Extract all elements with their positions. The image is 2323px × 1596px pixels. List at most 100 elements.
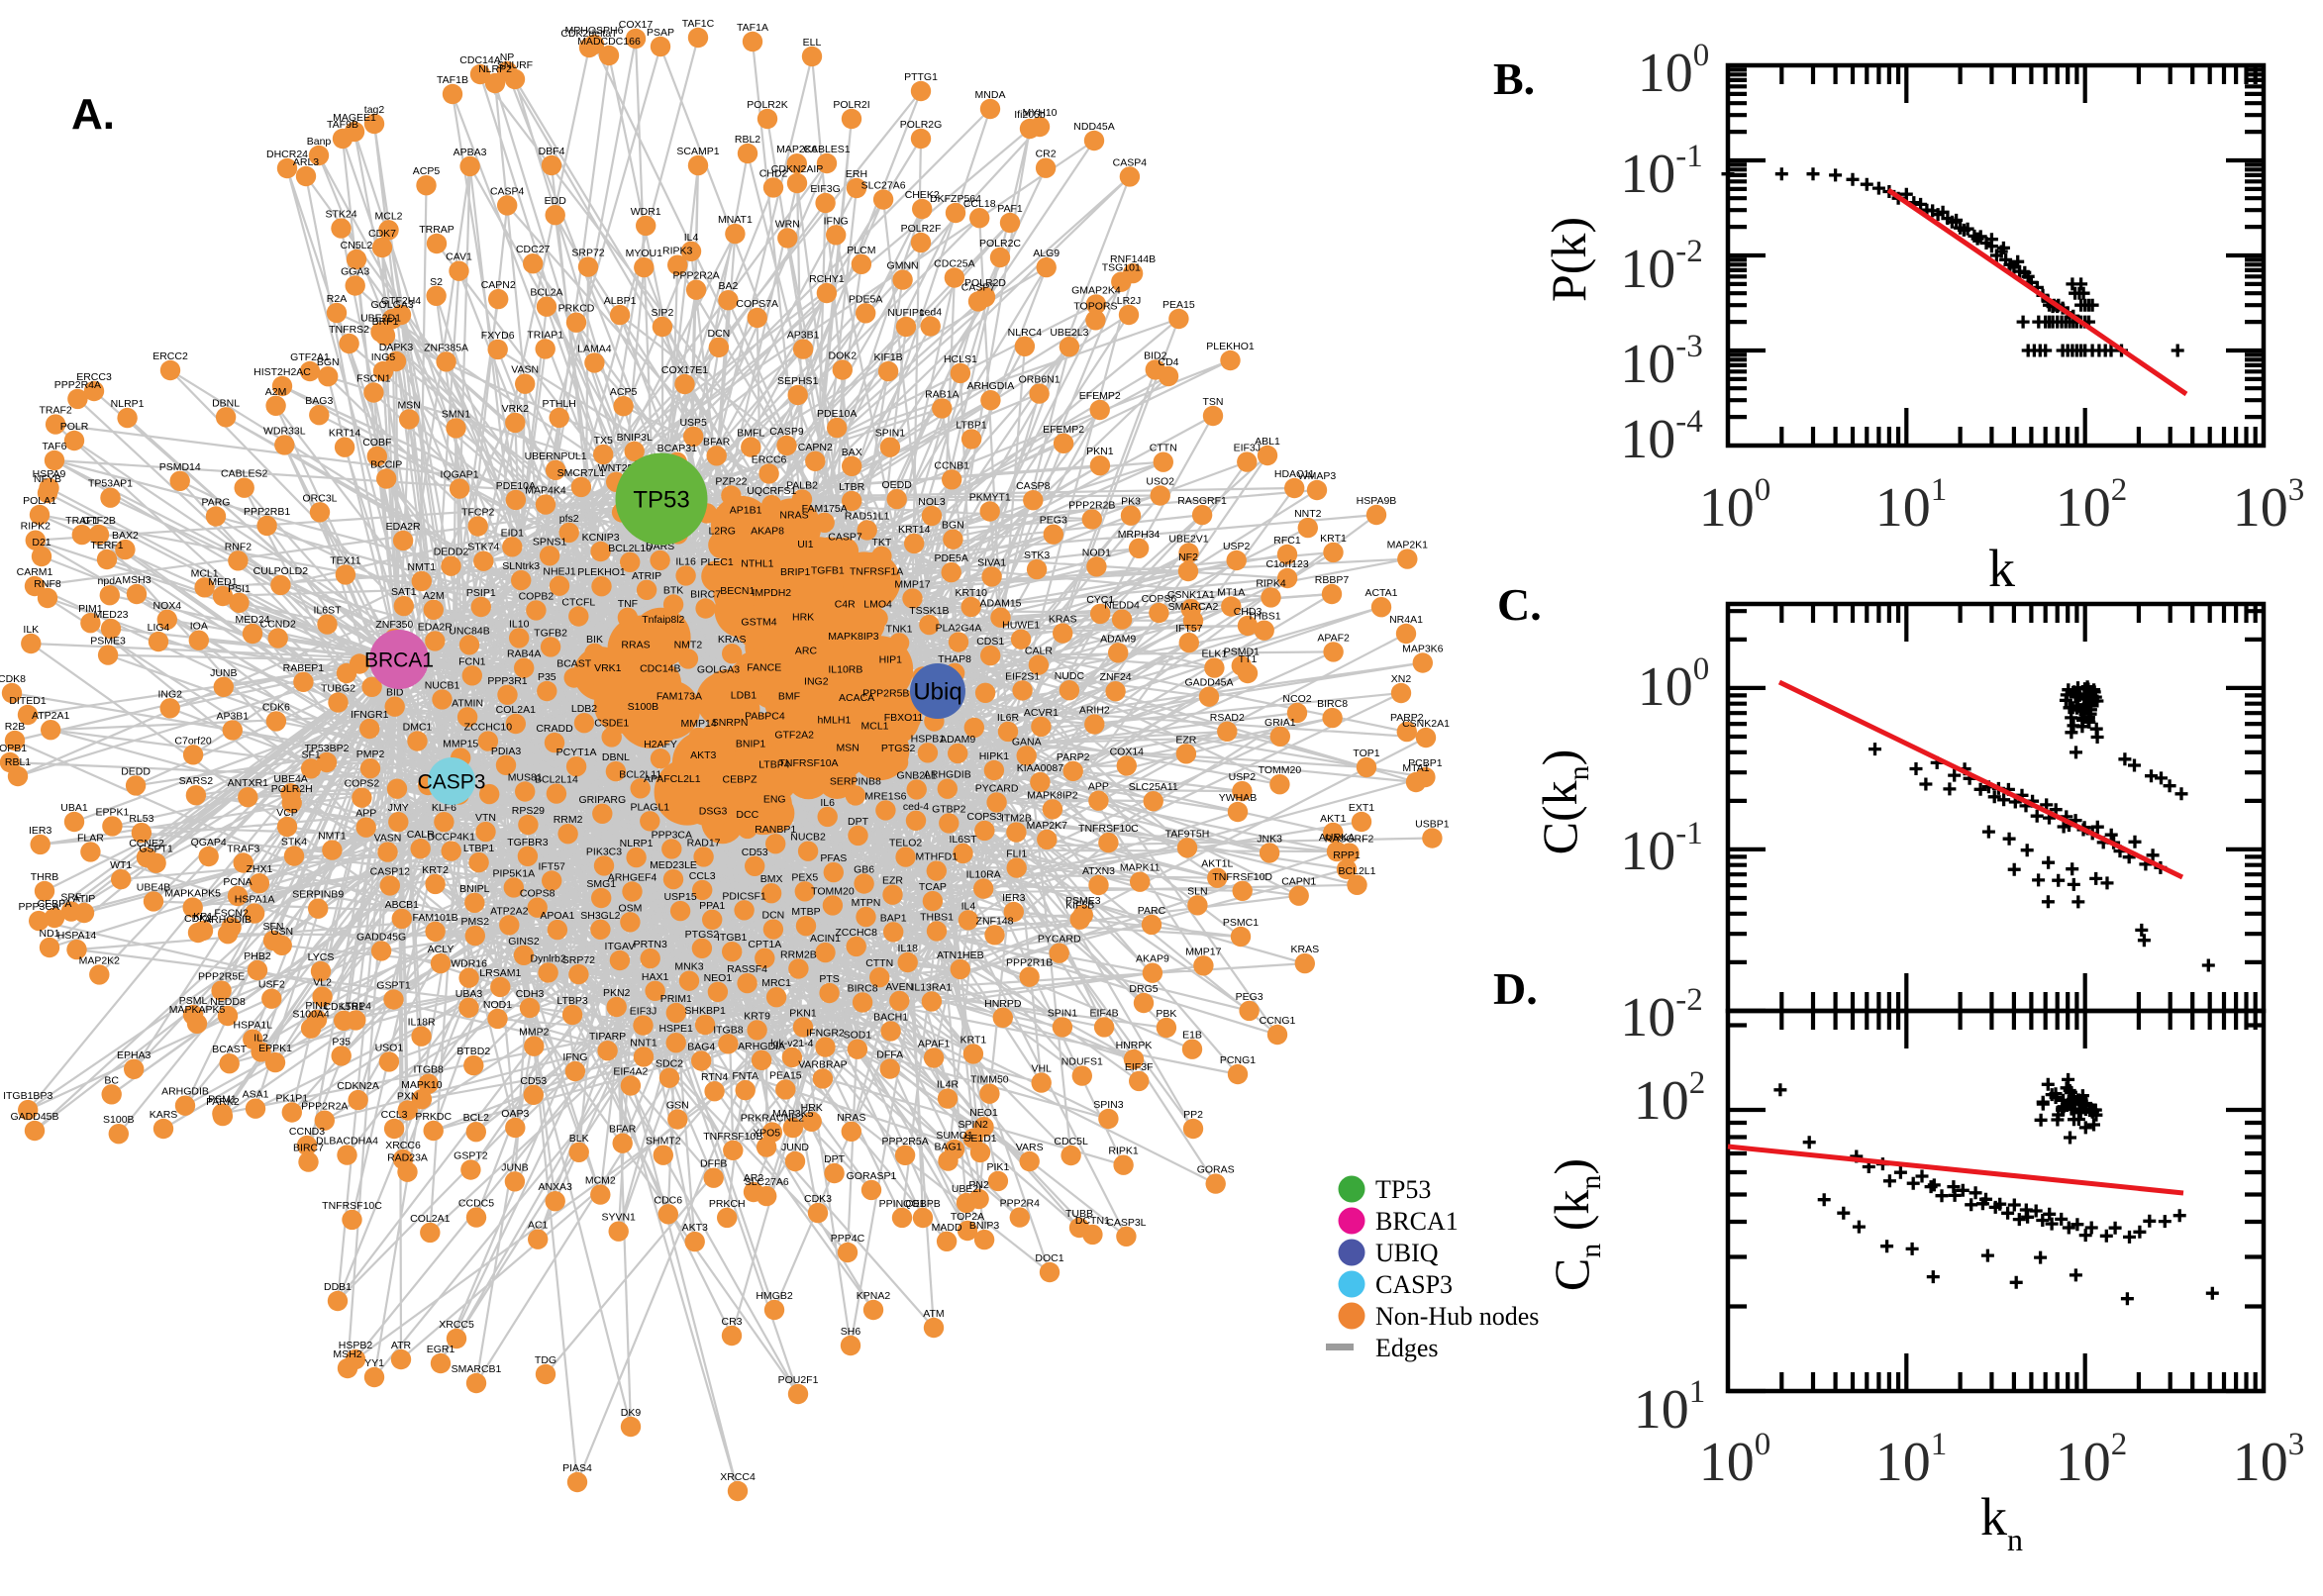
svg-text:D21: D21 <box>32 537 50 549</box>
svg-text:FAM175A: FAM175A <box>802 503 848 515</box>
svg-text:MSH2: MSH2 <box>333 1348 361 1360</box>
svg-text:CASP9: CASP9 <box>769 426 804 438</box>
svg-text:IL16: IL16 <box>675 555 696 567</box>
svg-text:CHD3: CHD3 <box>1234 606 1262 618</box>
svg-text:PMP2: PMP2 <box>356 748 385 760</box>
svg-text:TOP2A: TOP2A <box>951 1211 984 1223</box>
svg-text:MYH10: MYH10 <box>1022 107 1057 119</box>
svg-text:MSH3: MSH3 <box>122 574 151 586</box>
svg-text:NDUFS1: NDUFS1 <box>1061 1056 1103 1068</box>
svg-text:BNIP3: BNIP3 <box>969 1220 1000 1232</box>
svg-text:TNFRSF10C: TNFRSF10C <box>1078 823 1139 835</box>
svg-text:ING2: ING2 <box>157 688 182 700</box>
svg-text:PIM1: PIM1 <box>78 603 103 615</box>
svg-text:NOD1: NOD1 <box>483 999 512 1011</box>
svg-text:BIK: BIK <box>586 634 603 646</box>
svg-text:ZNF385A: ZNF385A <box>424 342 468 353</box>
svg-text:STK3: STK3 <box>1024 549 1050 561</box>
svg-text:XRCC5: XRCC5 <box>439 1319 474 1331</box>
svg-text:GORASP1: GORASP1 <box>847 1170 897 1182</box>
svg-text:GTBP2: GTBP2 <box>932 803 966 815</box>
svg-text:D.: D. <box>1493 963 1538 1014</box>
svg-text:PCBP1: PCBP1 <box>1408 757 1443 769</box>
svg-text:POLR2G: POLR2G <box>900 119 943 131</box>
svg-text:TNFRS2: TNFRS2 <box>329 324 369 336</box>
svg-text:ITGB1: ITGB1 <box>717 932 748 944</box>
svg-text:PARP2: PARP2 <box>1390 712 1424 724</box>
svg-text:MAP2K6: MAP2K6 <box>776 144 818 155</box>
svg-text:CDH3: CDH3 <box>516 988 545 1000</box>
svg-text:TNFRSF10B: TNFRSF10B <box>703 1131 762 1143</box>
svg-text:FANCE: FANCE <box>747 661 781 673</box>
svg-text:MED23: MED23 <box>93 609 128 621</box>
svg-text:BNIP1: BNIP1 <box>736 739 766 750</box>
svg-text:WT1: WT1 <box>110 859 132 871</box>
svg-text:CPT1A: CPT1A <box>748 939 781 950</box>
svg-text:HIPK1: HIPK1 <box>979 750 1010 762</box>
svg-text:QGAP4: QGAP4 <box>191 837 227 848</box>
svg-text:LIG4: LIG4 <box>148 622 170 634</box>
svg-text:CTCFL: CTCFL <box>561 597 595 609</box>
svg-text:TT1: TT1 <box>1239 653 1258 665</box>
svg-text:BLK: BLK <box>569 1133 589 1145</box>
svg-text:S2: S2 <box>430 276 443 288</box>
svg-text:IL10: IL10 <box>509 618 530 630</box>
svg-text:TRRAP: TRRAP <box>419 224 454 236</box>
svg-text:TOP1: TOP1 <box>1353 748 1379 759</box>
svg-text:TIPARP: TIPARP <box>589 1031 626 1043</box>
svg-text:NLRP1: NLRP1 <box>620 838 654 849</box>
svg-text:ZHX1: ZHX1 <box>246 863 272 875</box>
svg-text:PHB2: PHB2 <box>244 950 271 962</box>
svg-text:POLR2C: POLR2C <box>979 238 1021 249</box>
svg-text:BCAP31: BCAP31 <box>657 443 697 454</box>
svg-text:Tnfaip8l2: Tnfaip8l2 <box>642 614 684 626</box>
svg-text:PCNG1: PCNG1 <box>1220 1054 1256 1066</box>
svg-text:DEDD: DEDD <box>121 765 151 777</box>
svg-text:APAF1: APAF1 <box>918 1038 951 1049</box>
svg-text:BCCIP: BCCIP <box>370 459 402 471</box>
svg-text:DBF4: DBF4 <box>539 146 565 157</box>
svg-text:RABEP1: RABEP1 <box>283 662 325 674</box>
svg-text:NMT1: NMT1 <box>408 561 437 573</box>
svg-text:PKN1: PKN1 <box>789 1008 817 1020</box>
svg-text:PK3: PK3 <box>1121 496 1141 508</box>
svg-text:PSAP: PSAP <box>647 27 674 39</box>
svg-text:ITGB1BP3: ITGB1BP3 <box>3 1090 52 1102</box>
svg-text:HSPA9B: HSPA9B <box>1357 495 1397 507</box>
svg-text:BMFL: BMFL <box>737 428 764 440</box>
svg-text:VASN: VASN <box>511 364 539 376</box>
svg-text:102: 102 <box>1634 1065 1706 1132</box>
svg-text:ACP5: ACP5 <box>610 386 638 398</box>
svg-text:C4R: C4R <box>835 598 856 610</box>
svg-text:PFAS: PFAS <box>820 852 847 864</box>
svg-text:CSDE1: CSDE1 <box>594 717 629 729</box>
svg-text:ILK: ILK <box>23 624 39 636</box>
svg-text:CASP4: CASP4 <box>490 185 525 197</box>
svg-text:DITED1: DITED1 <box>9 695 47 707</box>
svg-text:MADD: MADD <box>932 1222 962 1234</box>
svg-text:PYCARD: PYCARD <box>1038 934 1081 946</box>
svg-text:BAG4: BAG4 <box>687 1041 715 1052</box>
svg-text:AKAP8: AKAP8 <box>751 525 784 537</box>
svg-text:PARC: PARC <box>1138 905 1166 917</box>
svg-text:KP1: KP1 <box>193 911 213 923</box>
svg-text:TNFRSF10C: TNFRSF10C <box>322 1200 382 1212</box>
svg-text:IL2: IL2 <box>253 1032 268 1044</box>
svg-text:A2M: A2M <box>265 386 287 398</box>
svg-text:B.: B. <box>1493 53 1535 104</box>
svg-text:UBIQ: UBIQ <box>1375 1239 1439 1267</box>
svg-text:CR2: CR2 <box>1036 149 1057 160</box>
svg-text:BMX: BMX <box>760 873 783 885</box>
svg-text:AVEN: AVEN <box>885 981 913 993</box>
svg-text:IFNG: IFNG <box>824 215 849 227</box>
svg-text:JUND: JUND <box>781 1142 809 1153</box>
svg-text:CCL3: CCL3 <box>381 1109 408 1121</box>
svg-text:PTTG1: PTTG1 <box>904 71 938 83</box>
svg-text:GTF2H4: GTF2H4 <box>381 295 421 307</box>
svg-text:SUMO1: SUMO1 <box>936 1130 973 1142</box>
svg-text:TSSK1B: TSSK1B <box>909 605 949 617</box>
svg-text:HSPA1A: HSPA1A <box>235 894 275 906</box>
svg-text:COX17E1: COX17E1 <box>661 364 708 376</box>
svg-text:IL4: IL4 <box>961 900 976 912</box>
svg-text:A2M: A2M <box>423 590 445 602</box>
